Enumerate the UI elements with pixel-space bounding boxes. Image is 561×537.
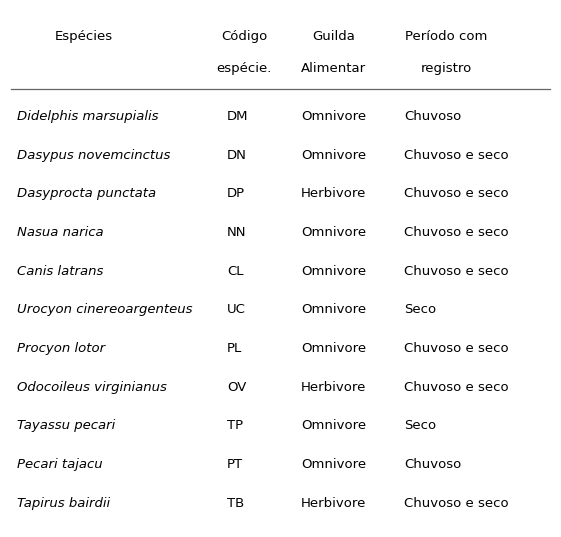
Text: Canis latrans: Canis latrans [17,265,103,278]
Text: UC: UC [227,303,246,316]
Text: Seco: Seco [404,303,436,316]
Text: Dasyprocta punctata: Dasyprocta punctata [17,187,156,200]
Text: Herbivore: Herbivore [301,187,366,200]
Text: Omnivore: Omnivore [301,458,366,471]
Text: Herbivore: Herbivore [301,381,366,394]
Text: Chuvoso: Chuvoso [404,458,461,471]
Text: Alimentar: Alimentar [301,62,366,75]
Text: registro: registro [420,62,472,75]
Text: Espécies: Espécies [55,30,113,42]
Text: Odocoileus virginianus: Odocoileus virginianus [17,381,167,394]
Text: Didelphis marsupialis: Didelphis marsupialis [17,110,158,123]
Text: Omnivore: Omnivore [301,149,366,162]
Text: Chuvoso e seco: Chuvoso e seco [404,342,508,355]
Text: Omnivore: Omnivore [301,226,366,239]
Text: Dasypus novemcinctus: Dasypus novemcinctus [17,149,170,162]
Text: Chuvoso e seco: Chuvoso e seco [404,149,508,162]
Text: NN: NN [227,226,247,239]
Text: Chuvoso e seco: Chuvoso e seco [404,381,508,394]
Text: Código: Código [221,30,267,42]
Text: espécie.: espécie. [217,62,272,75]
Text: Omnivore: Omnivore [301,419,366,432]
Text: Omnivore: Omnivore [301,342,366,355]
Text: Omnivore: Omnivore [301,265,366,278]
Text: Omnivore: Omnivore [301,303,366,316]
Text: OV: OV [227,381,247,394]
Text: DP: DP [227,187,245,200]
Text: TP: TP [227,419,243,432]
Text: Procyon lotor: Procyon lotor [17,342,105,355]
Text: Chuvoso e seco: Chuvoso e seco [404,226,508,239]
Text: DN: DN [227,149,247,162]
Text: Chuvoso e seco: Chuvoso e seco [404,265,508,278]
Text: Chuvoso: Chuvoso [404,110,461,123]
Text: DM: DM [227,110,249,123]
Text: Período com: Período com [405,30,487,42]
Text: Chuvoso e seco: Chuvoso e seco [404,187,508,200]
Text: Urocyon cinereoargenteus: Urocyon cinereoargenteus [17,303,192,316]
Text: Omnivore: Omnivore [301,110,366,123]
Text: PL: PL [227,342,242,355]
Text: Tayassu pecari: Tayassu pecari [17,419,115,432]
Text: Tapirus bairdii: Tapirus bairdii [17,497,110,510]
Text: Pecari tajacu: Pecari tajacu [17,458,103,471]
Text: CL: CL [227,265,243,278]
Text: Nasua narica: Nasua narica [17,226,103,239]
Text: Guilda: Guilda [312,30,355,42]
Text: Herbivore: Herbivore [301,497,366,510]
Text: Seco: Seco [404,419,436,432]
Text: TB: TB [227,497,245,510]
Text: PT: PT [227,458,243,471]
Text: Chuvoso e seco: Chuvoso e seco [404,497,508,510]
